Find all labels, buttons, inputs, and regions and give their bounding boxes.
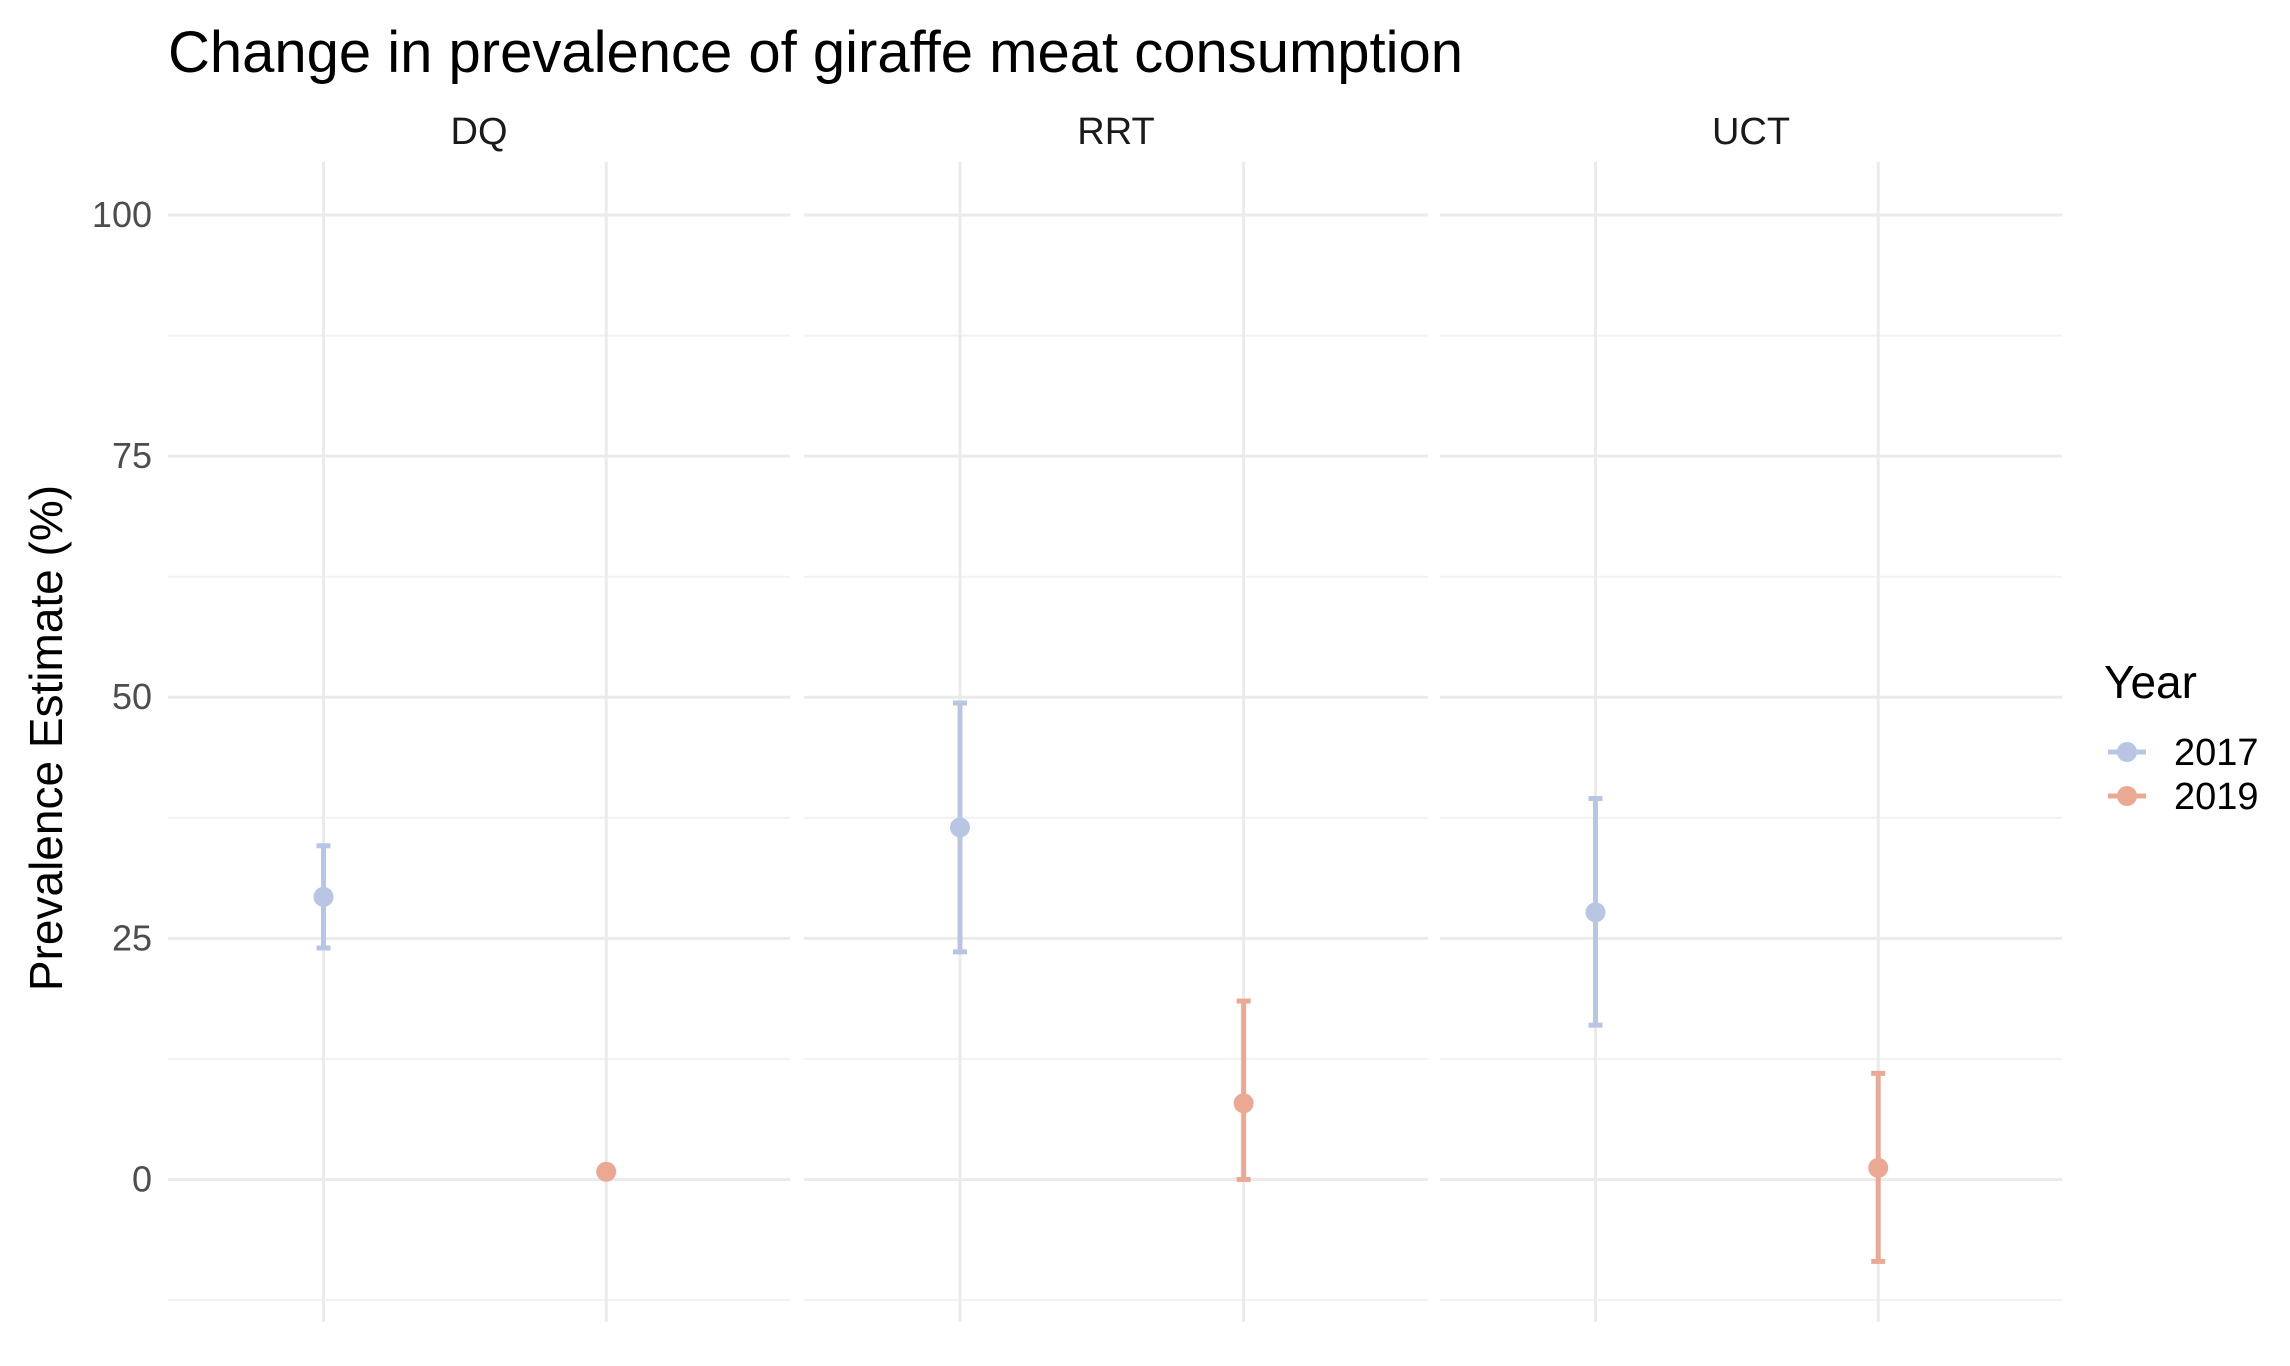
legend-label: 2017: [2174, 732, 2259, 774]
legend-key-point: [2117, 786, 2137, 806]
legend-key-point: [2117, 742, 2137, 762]
legend-title: Year: [2104, 656, 2197, 708]
data-point: [313, 886, 334, 907]
grid-layer: [168, 162, 2062, 1322]
y-tick-label: 100: [92, 194, 152, 235]
data-point: [950, 817, 970, 838]
y-tick-label: 75: [112, 435, 152, 476]
y-tick-label: 50: [112, 676, 152, 717]
facet-label-dq: DQ: [451, 111, 508, 153]
data-marks: [313, 700, 1889, 1264]
legend-label: 2019: [2174, 776, 2259, 818]
y-tick-label: 25: [112, 917, 152, 958]
y-tick-label: 0: [132, 1158, 152, 1199]
data-point: [1585, 902, 1606, 923]
chart-title: Change in prevalence of giraffe meat con…: [168, 20, 1463, 85]
data-point: [1233, 1093, 1254, 1114]
data-point: [596, 1161, 617, 1182]
data-point: [1868, 1157, 1889, 1178]
y-axis-ticks: 0 25 50 75 100: [92, 194, 152, 1199]
facet-strips: DQ RRT UCT: [451, 111, 1791, 153]
y-axis-label: Prevalence Estimate (%): [20, 485, 72, 991]
facet-label-uct: UCT: [1712, 111, 1790, 153]
facet-label-rrt: RRT: [1077, 111, 1154, 153]
